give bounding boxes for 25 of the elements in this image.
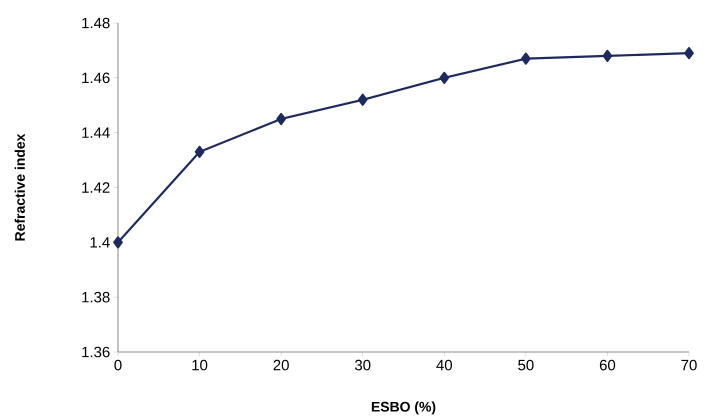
point — [602, 50, 612, 62]
x-tick-label: 30 — [354, 360, 370, 370]
x-tick-label: 50 — [518, 360, 534, 370]
y-tick-label: 1.44 — [82, 128, 110, 138]
point — [439, 72, 450, 84]
point — [358, 94, 368, 106]
y-tick-label: 1.38 — [82, 292, 110, 302]
y-tick-label: 1.48 — [82, 18, 110, 28]
point — [684, 47, 694, 60]
x-tick-label: 20 — [274, 360, 289, 370]
x-tick-label: 0 — [114, 360, 122, 370]
x-tick-label: 70 — [681, 360, 697, 370]
y-tick-label: 1.36 — [82, 346, 110, 358]
y-tick-label: 1.4 — [90, 237, 110, 248]
point — [276, 112, 286, 126]
point — [194, 146, 204, 158]
y-axis-title: Refractive index — [14, 134, 25, 240]
x-tick-label: 40 — [436, 360, 452, 370]
y-tick-label: 1.46 — [82, 72, 110, 84]
x-tick-label: 10 — [192, 360, 208, 370]
x-tick-label: 60 — [600, 360, 616, 370]
point — [521, 52, 531, 65]
point — [113, 236, 123, 248]
y-tick-label: 1.42 — [82, 182, 110, 193]
x-axis-title: ESBO (%) — [372, 401, 436, 414]
